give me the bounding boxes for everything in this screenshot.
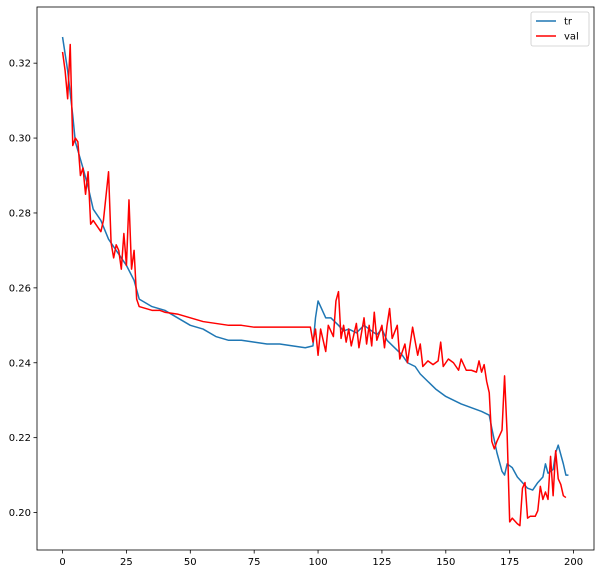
y-tick-label: 0.24: [9, 358, 31, 369]
legend-label-val: val: [564, 32, 579, 43]
series-lines: [61, 36, 569, 527]
x-axis-ticks: 0 25 50 75 100 125 150 175 200: [59, 550, 583, 568]
y-tick-label: 0.32: [9, 59, 31, 70]
y-tick-label: 0.30: [9, 134, 31, 145]
x-tick-label: 100: [309, 557, 328, 568]
x-tick-label: 0: [59, 557, 65, 568]
series-line-tr: [61, 36, 569, 491]
y-tick-label: 0.20: [9, 508, 31, 519]
legend-box: [530, 11, 590, 47]
x-tick-label: 75: [248, 557, 261, 568]
x-tick-label: 25: [120, 557, 133, 568]
legend-label-tr: tr: [564, 17, 573, 28]
axes-frame: [36, 6, 595, 551]
x-tick-label: 50: [184, 557, 197, 568]
plot-area: [36, 6, 595, 551]
legend: tr val: [530, 11, 590, 47]
x-tick-label: 125: [372, 557, 391, 568]
series-line-val: [61, 43, 567, 527]
x-tick-label: 200: [564, 557, 583, 568]
x-tick-label: 150: [436, 557, 455, 568]
y-tick-label: 0.22: [9, 433, 31, 444]
y-axis-ticks: 0.20 0.22 0.24 0.26 0.28 0.30 0.32: [9, 59, 37, 519]
y-tick-label: 0.28: [9, 208, 31, 219]
x-tick-label: 175: [500, 557, 519, 568]
y-tick-label: 0.26: [9, 283, 31, 294]
